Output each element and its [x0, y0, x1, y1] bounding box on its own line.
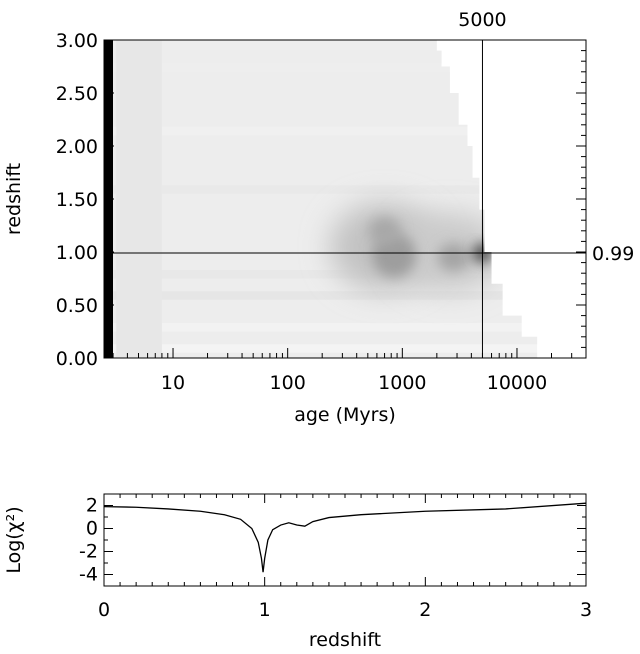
heatmap-band — [104, 291, 586, 300]
excluded-region — [436, 40, 586, 358]
y-tick-label: 2 — [86, 495, 98, 517]
chi2-x-axis-label: redshift — [309, 629, 381, 651]
heatmap-y-axis-label: redshift — [3, 163, 25, 235]
heatmap-panel: 10 100 1000 10000 0.00 0.50 1.00 1.50 2.00 2.50 3… — [3, 9, 634, 426]
y-tick-label: 2.50 — [56, 83, 98, 105]
x-tick-label: 1000 — [378, 372, 426, 394]
x-tick-label: 10 — [161, 372, 185, 394]
y-tick-label: -2 — [79, 541, 98, 563]
chi2-series-line — [103, 502, 587, 573]
x-tick-label: 1 — [259, 599, 271, 621]
redshift-marker-label: 0.99 — [592, 243, 634, 265]
age-marker-label: 5000 — [458, 9, 506, 31]
x-tick-label: 2 — [419, 599, 431, 621]
y-tick-label: 1.50 — [56, 189, 98, 211]
heatmap-band — [104, 63, 586, 72]
heatmap-band — [104, 344, 586, 353]
chi2-y-ticks: 20-2-4 — [79, 493, 586, 587]
heatmap-x-axis-label: age (Myrs) — [294, 404, 396, 426]
x-tick-label: 10000 — [487, 372, 547, 394]
y-tick-label: -4 — [79, 564, 98, 586]
x-tick-label: 3 — [580, 599, 592, 621]
y-tick-label: 0.00 — [56, 348, 98, 370]
heatmap-x-ticks: 10 100 1000 10000 — [112, 348, 587, 394]
heatmap-minima — [329, 201, 505, 292]
y-tick-label: 0.50 — [56, 295, 98, 317]
chi2-y-axis-label: Log(χ²) — [3, 506, 25, 573]
y-tick-label: 2.00 — [56, 136, 98, 158]
y-tick-label: 3.00 — [56, 30, 98, 52]
y-tick-label: 1.00 — [56, 242, 98, 264]
y-tick-label: 0 — [86, 518, 98, 540]
heatmap-band — [104, 126, 586, 136]
chi2-x-ticks: 0 1 2 3 — [98, 494, 592, 621]
heatmap-field — [104, 40, 586, 358]
heatmap-band — [104, 185, 586, 194]
heatmap-minimum — [437, 243, 470, 272]
heatmap-band — [116, 40, 162, 358]
x-tick-label: 0 — [98, 599, 110, 621]
heatmap-band — [104, 323, 586, 332]
heatmap-minimum — [368, 216, 401, 245]
heatmap-y-ticks: 0.00 0.50 1.00 1.50 2.00 2.50 3.00 — [56, 30, 586, 370]
x-tick-label: 100 — [270, 372, 306, 394]
